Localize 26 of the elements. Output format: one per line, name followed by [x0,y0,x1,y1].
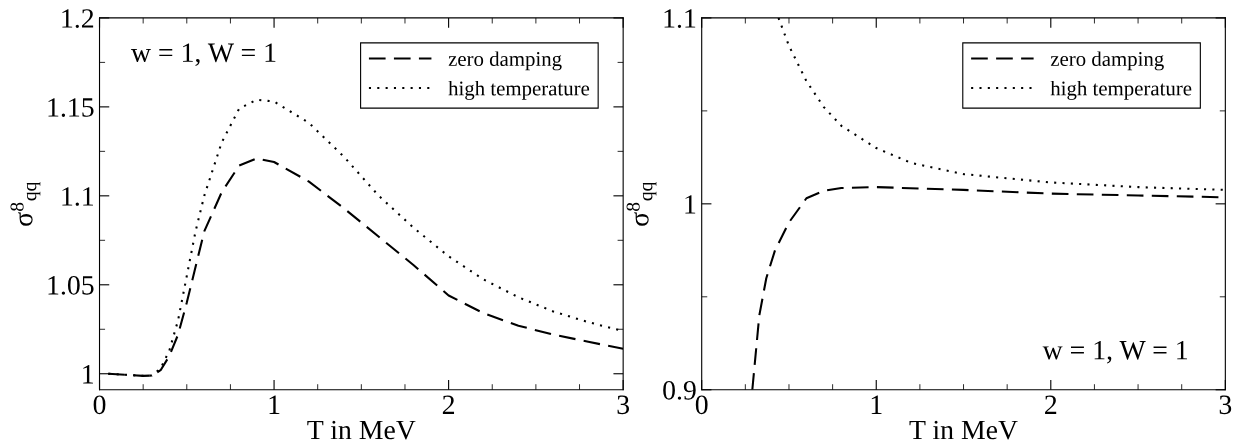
legend-label: high temperature [1050,80,1192,100]
y-tick-label: 1 [685,195,696,214]
x-tick-label: 2 [1045,395,1057,414]
x-tick-label: 0 [93,395,106,415]
y-axis-title: σ$^{8}$$_{qq}$ [626,182,657,226]
legend-label: zero damping [448,51,562,71]
y-tick-label: 1.05 [48,275,94,295]
annotation: w = 1, W = 1 [130,43,276,67]
y-tick-label: 1.1 [62,187,93,206]
y-tick-label: 1.1 [664,9,696,28]
x-axis-title: T in MeV [307,420,416,440]
annotation: w = 1, W = 1 [1042,340,1188,364]
x-tick-label: 0 [695,395,708,415]
y-tick-label: 1 [83,365,93,384]
y-tick-label: 0.9 [663,380,696,400]
legend-label: high temperature [448,80,590,100]
y-axis-title: σ$^{8}$$_{qq}$ [10,182,41,226]
legend-label: zero damping [1050,51,1164,71]
y-tick-label: 1.15 [48,98,94,117]
x-tick-label: 3 [617,395,630,415]
x-axis-title: T in MeV [909,420,1018,440]
x-tick-label: 1 [269,395,280,414]
x-tick-label: 1 [871,395,882,414]
x-tick-label: 2 [442,395,455,414]
y-tick-label: 1.2 [62,9,94,28]
x-tick-label: 3 [1219,395,1232,415]
